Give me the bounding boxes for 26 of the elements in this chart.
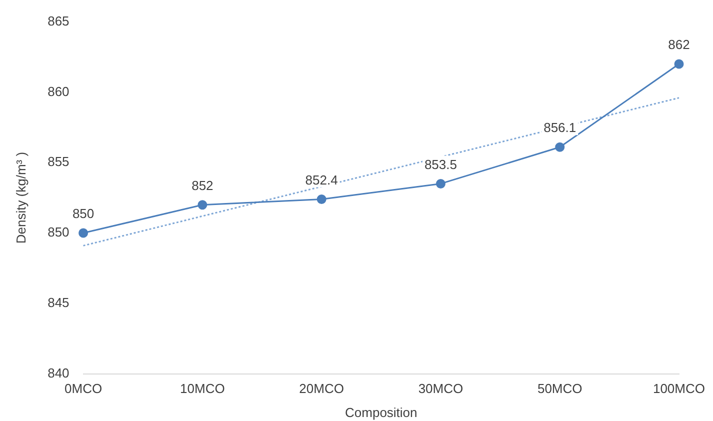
x-tick-label: 20MCO	[299, 381, 344, 396]
point	[436, 178, 446, 188]
x-tick-label: 100MCO	[652, 381, 706, 396]
point	[198, 200, 208, 210]
point	[674, 59, 684, 69]
y-axis-title: Density (kg/m³ )	[13, 152, 28, 244]
y-tick-label: 850	[48, 224, 70, 240]
data-label: 862	[668, 37, 690, 52]
x-tick-label: 10MCO	[180, 381, 225, 396]
x-tick-label: 0MCO	[64, 381, 102, 396]
data-label: 852	[192, 178, 214, 193]
point	[316, 194, 326, 204]
y-tick-label: 845	[48, 294, 70, 310]
data-label: 850	[72, 206, 94, 222]
x-tick-label: 50MCO	[537, 381, 582, 396]
data-label: 856.1	[544, 120, 576, 136]
y-tick-label: 865	[48, 13, 70, 28]
data-label: 852.4	[305, 172, 338, 188]
point	[78, 228, 88, 238]
x-axis-title: Composition	[345, 404, 418, 420]
x-tick-label: 30MCO	[418, 381, 464, 396]
y-tick-label: 860	[48, 84, 70, 99]
y-tick-label: 855	[48, 154, 70, 170]
point	[555, 142, 565, 152]
data-label: 853.5	[424, 156, 457, 172]
y-tick-label: 840	[48, 365, 70, 380]
